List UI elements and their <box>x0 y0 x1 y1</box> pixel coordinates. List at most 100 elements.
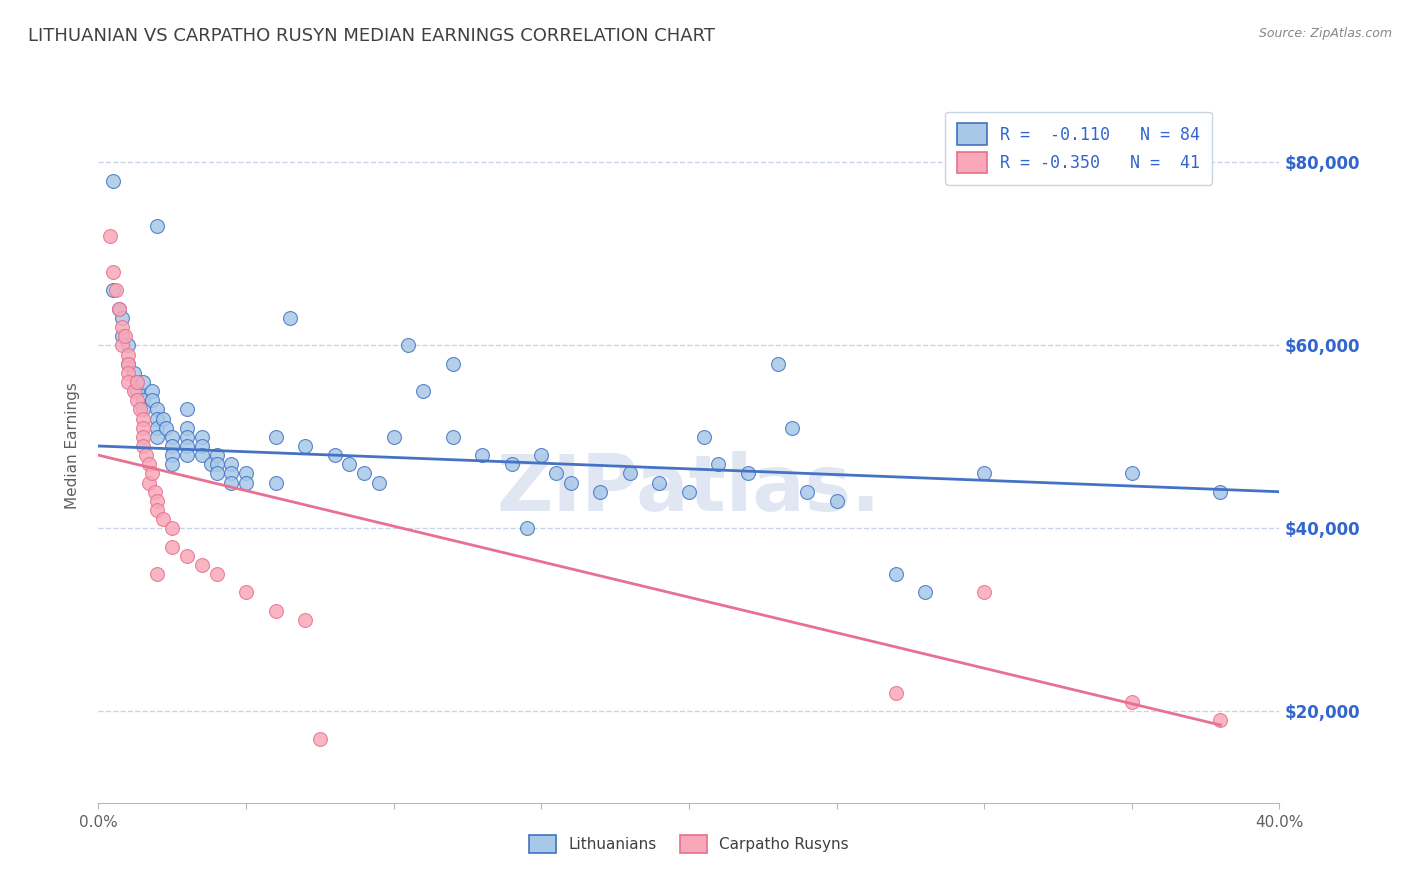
Point <box>825 494 848 508</box>
Point <box>108 301 131 316</box>
Point <box>162 430 183 444</box>
Point <box>122 366 145 380</box>
Point <box>176 402 198 417</box>
Point <box>146 411 169 425</box>
Point <box>146 503 169 517</box>
Point <box>155 420 177 434</box>
Point <box>205 448 228 462</box>
Point <box>264 604 287 618</box>
Point <box>530 448 553 462</box>
Point <box>294 613 316 627</box>
Point <box>589 484 612 499</box>
Point <box>914 585 936 599</box>
Point <box>128 402 150 417</box>
Point <box>339 458 361 472</box>
Point <box>146 430 169 444</box>
Point <box>176 420 198 434</box>
Point <box>280 310 302 325</box>
Point <box>368 475 391 490</box>
Y-axis label: Median Earnings: Median Earnings <box>65 383 80 509</box>
Point <box>382 430 405 444</box>
Point <box>146 402 169 417</box>
Point <box>141 393 163 408</box>
Point <box>132 402 155 417</box>
Point <box>176 549 198 563</box>
Point <box>125 375 148 389</box>
Point <box>884 686 907 700</box>
Point <box>1121 467 1143 481</box>
Point <box>117 366 139 380</box>
Point <box>546 467 568 481</box>
Point <box>141 384 163 398</box>
Point <box>114 329 136 343</box>
Point <box>146 420 169 434</box>
Point <box>516 521 538 535</box>
Point <box>412 384 434 398</box>
Point <box>146 567 169 582</box>
Point <box>162 448 183 462</box>
Point <box>111 310 134 325</box>
Point <box>143 484 166 499</box>
Point <box>782 420 804 434</box>
Point <box>205 467 228 481</box>
Point <box>152 411 174 425</box>
Point <box>323 448 346 462</box>
Text: ZIPatlas.: ZIPatlas. <box>496 450 882 527</box>
Point <box>117 357 139 371</box>
Point <box>146 219 169 234</box>
Point <box>205 458 228 472</box>
Point <box>98 228 121 243</box>
Point <box>125 393 148 408</box>
Point <box>737 467 759 481</box>
Point <box>105 284 128 298</box>
Point <box>441 430 464 444</box>
Point <box>235 467 257 481</box>
Point <box>191 439 214 453</box>
Legend: Lithuanians, Carpatho Rusyns: Lithuanians, Carpatho Rusyns <box>523 829 855 859</box>
Point <box>125 384 148 398</box>
Text: Source: ZipAtlas.com: Source: ZipAtlas.com <box>1258 27 1392 40</box>
Point <box>162 540 183 554</box>
Point <box>221 475 243 490</box>
Point <box>132 420 155 434</box>
Point <box>152 512 174 526</box>
Point <box>264 475 287 490</box>
Point <box>309 731 332 746</box>
Point <box>471 448 494 462</box>
Point <box>132 411 155 425</box>
Point <box>103 265 125 279</box>
Point <box>125 375 148 389</box>
Point <box>141 467 163 481</box>
Point <box>162 458 183 472</box>
Point <box>176 439 198 453</box>
Point <box>707 458 730 472</box>
Point <box>501 458 523 472</box>
Point <box>678 484 700 499</box>
Point <box>619 467 641 481</box>
Point <box>766 357 789 371</box>
Point <box>111 320 134 334</box>
Point <box>1121 695 1143 709</box>
Point <box>205 567 228 582</box>
Point <box>103 284 125 298</box>
Point <box>221 467 243 481</box>
Point <box>135 448 157 462</box>
Point <box>132 375 155 389</box>
Point <box>132 430 155 444</box>
Point <box>103 174 125 188</box>
Point <box>648 475 671 490</box>
Point <box>1209 484 1232 499</box>
Point <box>176 448 198 462</box>
Point <box>973 585 995 599</box>
Point <box>200 458 222 472</box>
Point <box>191 430 214 444</box>
Point <box>111 329 134 343</box>
Point <box>235 585 257 599</box>
Point <box>221 458 243 472</box>
Point <box>117 375 139 389</box>
Point <box>111 338 134 352</box>
Point <box>1209 714 1232 728</box>
Point <box>132 393 155 408</box>
Point <box>353 467 375 481</box>
Point <box>117 338 139 352</box>
